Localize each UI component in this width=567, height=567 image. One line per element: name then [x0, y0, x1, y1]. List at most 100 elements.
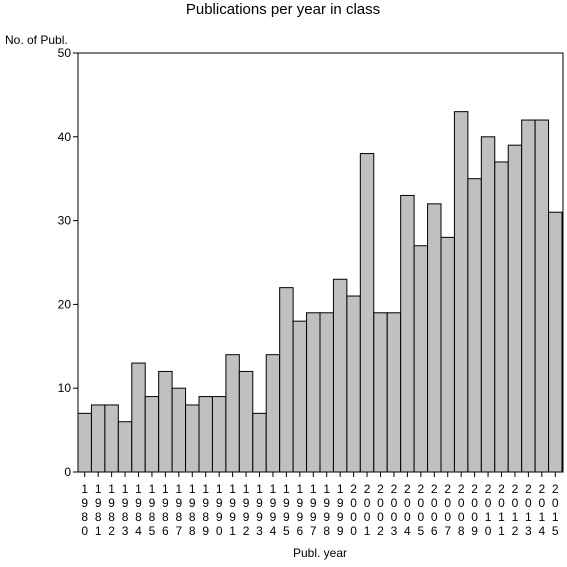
x-tick-digit: 9	[296, 496, 303, 510]
x-tick-digit: 0	[458, 496, 465, 510]
x-tick-digit: 0	[444, 496, 451, 510]
x-tick-digit: 2	[498, 482, 505, 496]
x-tick-digit: 7	[444, 524, 451, 538]
x-tick-digit: 0	[431, 510, 438, 524]
x-tick-digit: 8	[458, 524, 465, 538]
x-tick-digit: 5	[552, 524, 559, 538]
x-tick-digit: 2	[377, 524, 384, 538]
x-tick-digit: 9	[337, 496, 344, 510]
x-tick-digit: 4	[135, 524, 142, 538]
x-tick-digit: 1	[95, 524, 102, 538]
x-tick-digit: 1	[296, 482, 303, 496]
x-tick-digit: 9	[202, 524, 209, 538]
bar-1999	[332, 278, 348, 473]
x-tick-digit: 2	[552, 482, 559, 496]
chart-title: Publications per year in class	[186, 1, 380, 18]
x-tick-digit: 2	[471, 482, 478, 496]
x-tick-digit: 1	[512, 510, 519, 524]
bar-1984	[131, 362, 146, 473]
bar-1987	[171, 387, 187, 473]
x-tick-digit: 2	[538, 482, 545, 496]
x-tick-digit: 1	[243, 482, 250, 496]
x-tick-digit: 9	[149, 496, 156, 510]
y-tick-label: 10	[58, 381, 72, 395]
x-tick-digit: 0	[485, 496, 492, 510]
bars	[77, 111, 563, 473]
bar-2011	[494, 161, 509, 473]
x-tick-digit: 8	[189, 524, 196, 538]
x-tick-digit: 0	[391, 496, 398, 510]
x-axis-label: Publ. year	[293, 546, 347, 560]
bar-2009	[467, 178, 482, 473]
bar-2014	[534, 119, 550, 473]
x-tick-digit: 9	[270, 496, 277, 510]
x-tick-digit: 2	[391, 482, 398, 496]
x-tick-digit: 1	[108, 482, 115, 496]
x-tick-digit: 8	[108, 510, 115, 524]
x-tick-digit: 6	[431, 524, 438, 538]
bar-2001	[359, 153, 375, 473]
x-tick-digit: 0	[404, 496, 411, 510]
x-tick-digit: 1	[498, 510, 505, 524]
x-tick-digit: 0	[391, 510, 398, 524]
bar-2006	[427, 203, 442, 473]
x-tick-digit: 8	[135, 510, 142, 524]
x-axis: 1 9 8 01 9 8 11 9 8 21 9 8 31 9 8 41 9 8 51 9 8 61 9 8 71 9 8 81 9 8 9…	[81, 472, 559, 538]
x-tick-digit: 0	[350, 496, 357, 510]
bar-2010	[480, 136, 496, 473]
x-tick-digit: 8	[323, 524, 330, 538]
x-tick-digit: 4	[270, 524, 277, 538]
x-tick-digit: 9	[337, 524, 344, 538]
bar-2013	[521, 119, 536, 473]
bar-1996	[292, 320, 308, 473]
x-tick-digit: 8	[122, 510, 129, 524]
bar-1998	[319, 312, 334, 473]
x-tick-digit: 3	[256, 524, 263, 538]
x-tick-digit: 9	[471, 524, 478, 538]
x-tick-digit: 9	[337, 510, 344, 524]
x-tick-digit: 1	[122, 482, 129, 496]
x-tick-digit: 1	[364, 524, 371, 538]
y-tick-label: 30	[58, 214, 72, 228]
x-tick-digit: 8	[202, 510, 209, 524]
x-tick-digit: 1	[498, 524, 505, 538]
x-tick-digit: 2	[512, 482, 519, 496]
bar-1982	[104, 404, 119, 473]
x-tick-digit: 9	[202, 496, 209, 510]
bar-1986	[158, 370, 173, 473]
x-tick-digit: 8	[149, 510, 156, 524]
bar-1983	[117, 421, 133, 473]
x-tick-digit: 9	[243, 510, 250, 524]
x-tick-digit: 0	[552, 496, 559, 510]
x-tick-digit: 1	[256, 482, 263, 496]
x-tick-digit: 8	[162, 510, 169, 524]
x-tick-digit: 0	[81, 524, 88, 538]
x-tick-digit: 1	[202, 482, 209, 496]
x-tick-digit: 0	[485, 524, 492, 538]
x-tick-digit: 9	[283, 510, 290, 524]
x-tick-digit: 0	[364, 496, 371, 510]
bar-2005	[413, 245, 429, 473]
bar-2007	[440, 236, 455, 473]
bar-1988	[185, 404, 200, 473]
bar-2000	[346, 295, 361, 473]
bar-2015	[548, 211, 563, 473]
x-tick-digit: 0	[350, 510, 357, 524]
x-tick-digit: 3	[391, 524, 398, 538]
x-tick-digit: 2	[485, 482, 492, 496]
x-tick-digit: 9	[296, 510, 303, 524]
x-tick-digit: 9	[229, 510, 236, 524]
